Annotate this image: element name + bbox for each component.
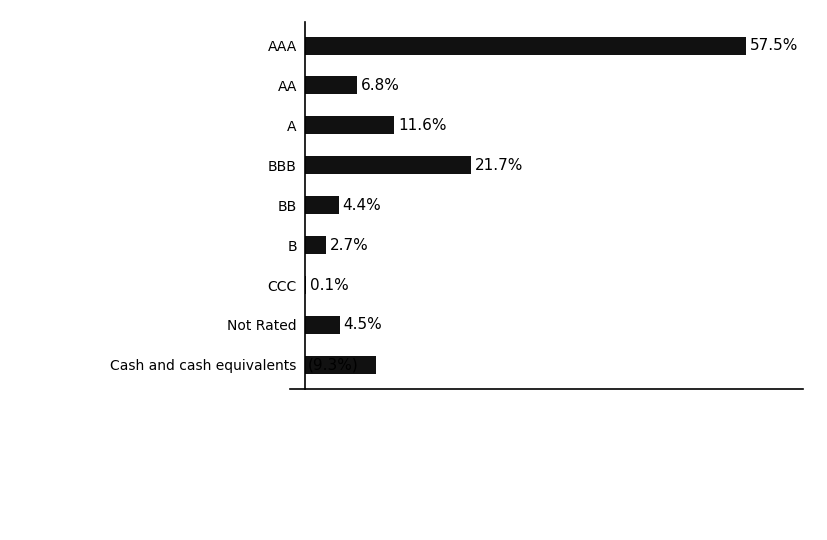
Bar [305,117,394,134]
Bar [305,77,356,94]
Text: 6.8%: 6.8% [361,78,399,93]
Text: 11.6%: 11.6% [397,118,446,133]
Text: 57.5%: 57.5% [748,38,797,53]
Text: (9.3%): (9.3%) [307,357,358,373]
Bar [305,37,745,55]
Text: 21.7%: 21.7% [475,158,523,173]
Text: 4.4%: 4.4% [342,198,381,213]
Bar [305,316,339,334]
Text: 2.7%: 2.7% [329,238,368,253]
Bar [305,196,338,214]
Text: 4.5%: 4.5% [343,318,382,333]
Bar [305,156,471,174]
Bar [305,356,376,374]
Bar [305,236,325,254]
Text: 0.1%: 0.1% [309,278,348,293]
